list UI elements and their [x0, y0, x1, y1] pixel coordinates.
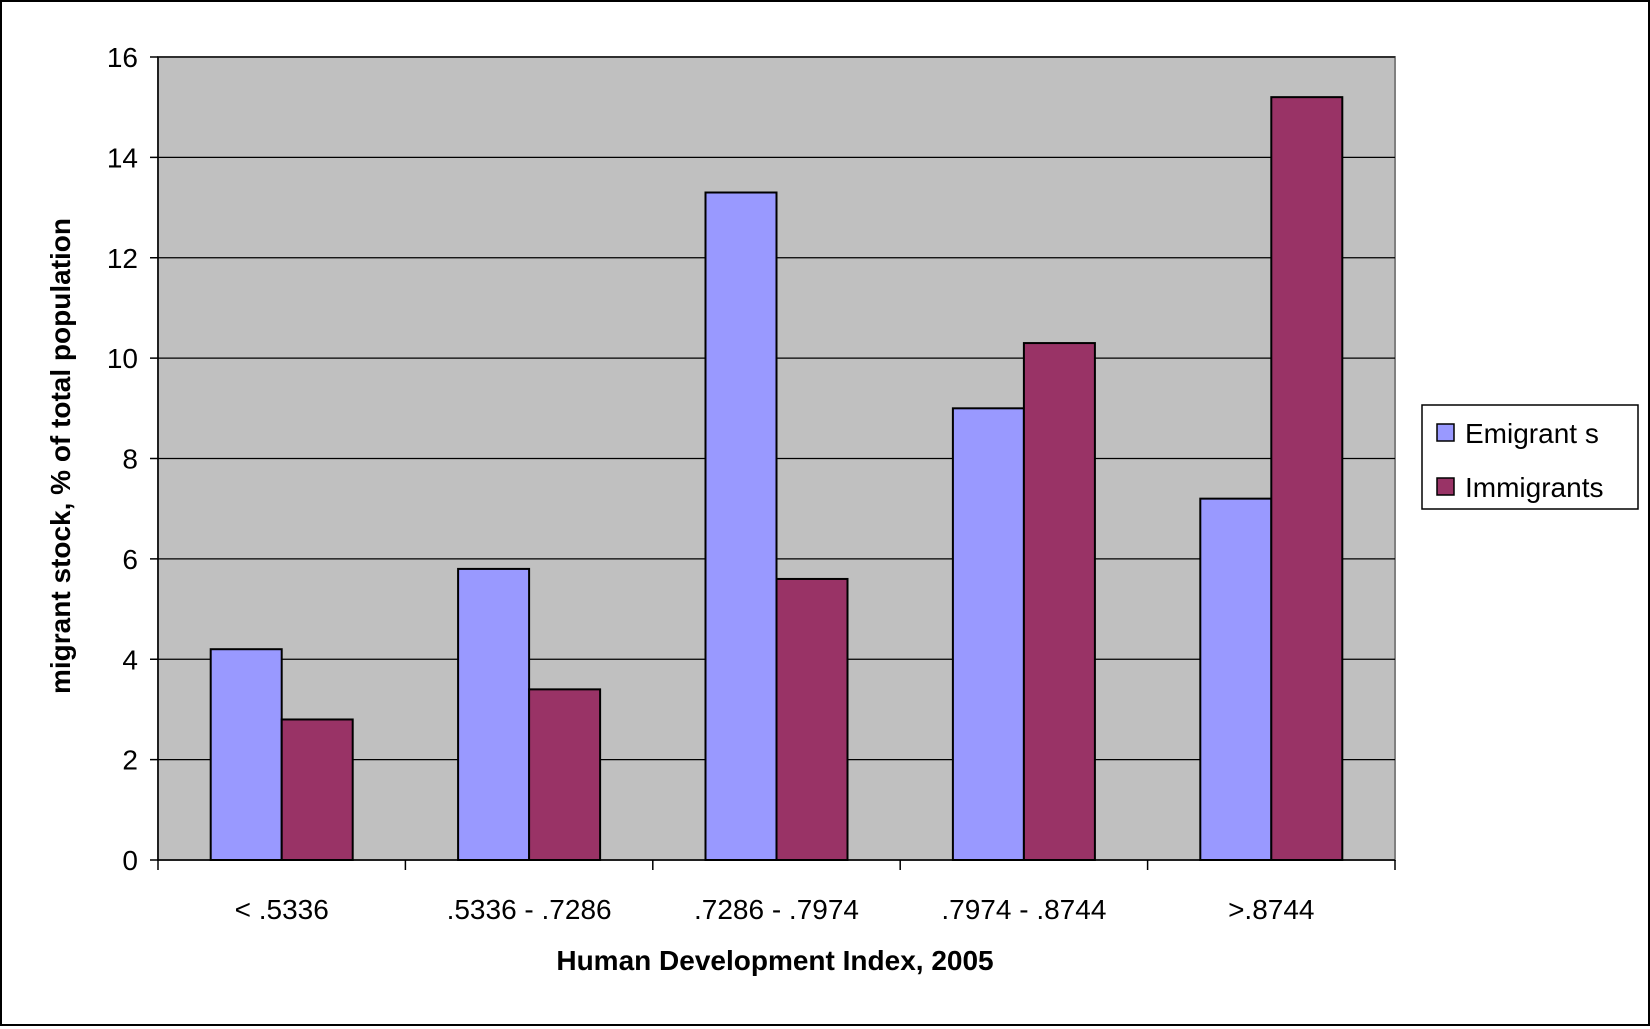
bar-emigrants: [1199, 497, 1273, 861]
legend-swatch-immigrants: [1436, 477, 1455, 496]
y-axis-label: migrant stock, % of total population: [45, 218, 76, 694]
bar-immigrants: [775, 577, 849, 861]
x-tick-label: .7974 - .8744: [941, 894, 1106, 925]
y-tick-label: 12: [107, 243, 138, 274]
x-tick-label: .5336 - .7286: [447, 894, 612, 925]
bar-immigrants: [1022, 342, 1096, 862]
legend: Emigrant s Immigrants: [1421, 404, 1639, 510]
y-tick-label: 0: [122, 845, 138, 876]
bar-immigrants: [1270, 96, 1344, 861]
x-tick-label: < .5336: [235, 894, 329, 925]
legend-swatch-emigrants: [1436, 423, 1455, 442]
legend-label-immigrants: Immigrants: [1465, 472, 1603, 503]
x-axis-label: Human Development Index, 2005: [556, 945, 993, 976]
y-tick-label: 16: [107, 42, 138, 73]
y-tick-label: 2: [122, 745, 138, 776]
y-tick-label: 6: [122, 544, 138, 575]
y-tick-label: 14: [107, 142, 138, 173]
x-tick-label: .7286 - .7974: [694, 894, 859, 925]
bar-emigrants: [951, 407, 1025, 861]
x-tick-label: >.8744: [1228, 894, 1314, 925]
bar-emigrants: [704, 191, 778, 862]
bar-immigrants: [528, 688, 602, 861]
bar-emigrants: [457, 567, 531, 861]
legend-label-emigrants: Emigrant s: [1465, 418, 1599, 449]
bar-emigrants: [209, 648, 283, 862]
bar-immigrants: [280, 718, 354, 861]
y-tick-label: 8: [122, 444, 138, 475]
y-tick-label: 10: [107, 343, 138, 374]
legend-box: [1421, 404, 1639, 510]
y-tick-label: 4: [122, 644, 138, 675]
